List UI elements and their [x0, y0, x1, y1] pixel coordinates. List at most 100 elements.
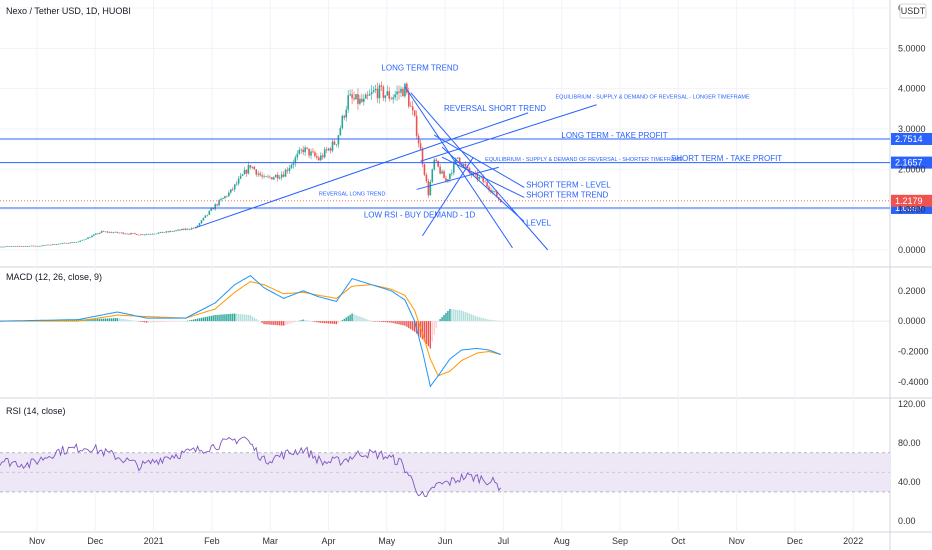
candle-body: [288, 167, 291, 171]
candle-body: [224, 196, 226, 199]
macd-layer: [0, 274, 890, 388]
candle-body: [447, 179, 449, 182]
macd-histogram-bar: [412, 321, 414, 331]
candle-body: [462, 164, 465, 166]
candle-body: [370, 91, 373, 95]
candle-body: [449, 173, 451, 180]
candle-body: [85, 238, 87, 240]
candle-body: [249, 165, 252, 168]
candle-body: [435, 159, 437, 161]
macd-histogram-bar: [406, 321, 408, 327]
candle-body: [331, 141, 334, 151]
macd-histogram-bar: [214, 315, 216, 322]
macd-histogram-bar: [388, 321, 390, 323]
macd-histogram-bar: [277, 321, 279, 326]
short-term-trend-line: [441, 156, 525, 198]
macd-histogram-bar: [482, 318, 484, 322]
time-tick-label: Aug: [554, 536, 570, 546]
macd-histogram-bar: [437, 321, 439, 322]
macd-histogram-bar: [300, 320, 302, 322]
candle-body: [208, 210, 211, 215]
candle-body: [380, 85, 383, 87]
macd-histogram-bar: [292, 321, 295, 323]
macd-histogram-bar: [232, 313, 234, 322]
candle-body: [290, 165, 293, 168]
candle-body: [247, 165, 250, 174]
macd-histogram-bar: [304, 319, 306, 322]
macd-histogram-bar: [118, 318, 121, 322]
macd-histogram-bar: [198, 318, 201, 322]
macd-histogram-bar: [89, 319, 91, 322]
candle-body: [384, 95, 387, 98]
candle-body: [239, 175, 242, 179]
time-tick-label: Dec: [87, 536, 104, 546]
candle-body: [464, 164, 467, 167]
macd-histogram-bar: [243, 314, 246, 322]
candle-body: [22, 246, 25, 247]
macd-histogram-bar: [498, 320, 500, 322]
macd-histogram-bar: [237, 313, 240, 322]
candle-body: [454, 158, 457, 163]
macd-histogram-bar: [288, 321, 291, 324]
candle-body: [157, 232, 160, 234]
candle-body: [116, 231, 119, 233]
annotation-label: SHORT TERM - LEVEL: [526, 180, 611, 189]
macd-histogram-bar: [267, 321, 269, 325]
candle-body: [482, 176, 484, 182]
annotation-label: REVERSAL SHORT TREND: [444, 104, 546, 113]
macd-histogram-bar: [308, 320, 310, 322]
candle-body: [196, 225, 199, 227]
macd-line: [0, 274, 501, 388]
candle-body: [106, 231, 109, 233]
candle-body: [368, 94, 371, 96]
macd-histogram-bar: [290, 321, 293, 324]
low-rsi-line: [422, 156, 474, 237]
candle-body: [388, 91, 391, 99]
candle-body: [40, 245, 42, 247]
equilibrium-short-line: [416, 166, 499, 190]
candle-body: [357, 94, 359, 104]
macd-histogram-bar: [470, 314, 473, 322]
macd-histogram-bar: [216, 314, 218, 322]
macd-histogram-bar: [464, 312, 467, 322]
candle-body: [439, 166, 441, 174]
candle-body: [73, 242, 76, 243]
macd-histogram-bar: [183, 321, 185, 322]
macd-histogram-bar: [453, 309, 455, 322]
candle-body: [52, 244, 54, 245]
macd-histogram-bar: [441, 317, 443, 322]
candle-body: [321, 155, 324, 158]
macd-histogram-bar: [226, 314, 228, 322]
macd-histogram-bar: [130, 320, 132, 322]
macd-histogram-bar: [480, 317, 482, 322]
candle-body: [128, 233, 130, 235]
macd-histogram-bar: [494, 320, 496, 322]
candle-body: [308, 148, 310, 156]
candle-body: [269, 176, 271, 178]
candle-body: [69, 242, 72, 244]
macd-histogram-bar: [187, 320, 189, 322]
macd-histogram-bar: [325, 321, 328, 324]
macd-histogram-bar: [251, 316, 254, 322]
candle-body: [298, 149, 301, 154]
macd-histogram-bar: [163, 321, 166, 322]
macd-histogram-bar: [449, 308, 451, 322]
currency-badge[interactable]: USDT: [899, 3, 927, 19]
macd-histogram-bar: [273, 321, 275, 325]
candle-body: [310, 151, 312, 156]
macd-tick-label: 0.2000: [898, 286, 926, 296]
macd-histogram-bar: [286, 321, 289, 325]
macd-histogram-bar: [136, 321, 138, 322]
candle-body: [235, 183, 238, 185]
macd-tick-label: -0.2000: [898, 346, 929, 356]
candle-body: [488, 186, 490, 191]
candle-body: [186, 228, 189, 230]
candle-body: [169, 231, 171, 232]
macd-histogram-bar: [280, 321, 283, 326]
macd-histogram-bar: [235, 313, 238, 322]
candle-body: [492, 191, 494, 193]
macd-histogram-bar: [65, 319, 68, 322]
candle-body: [333, 141, 336, 145]
time-tick-label: Nov: [29, 536, 46, 546]
